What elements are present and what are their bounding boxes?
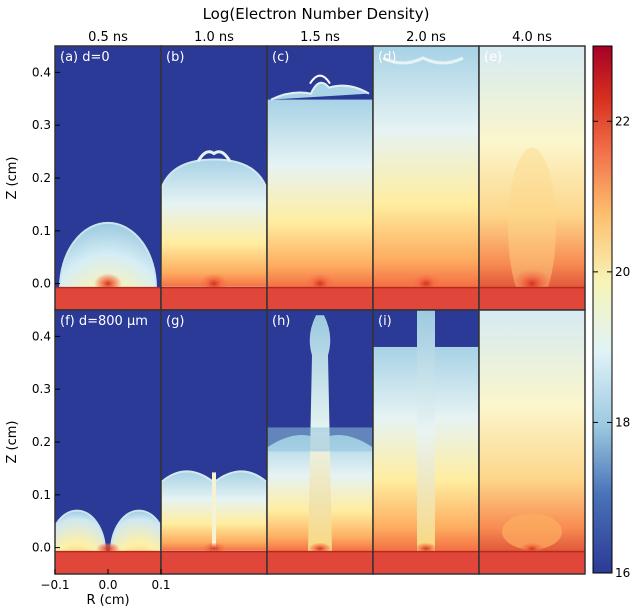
panel: (c) [266, 45, 374, 311]
instability-cap [382, 56, 464, 65]
y-axis-label: Z (cm) [5, 157, 20, 200]
panel-label: (g) [166, 314, 184, 329]
plasma-plume [479, 310, 585, 552]
colorbar-tick-label: 20 [615, 265, 630, 279]
panel: (b) [160, 45, 268, 311]
panel: (h) [266, 309, 374, 575]
time-label: 1.0 ns [194, 30, 234, 45]
panel-content [161, 46, 267, 310]
figure-title: Log(Electron Number Density) [203, 5, 430, 23]
y-axis-label: Z (cm) [5, 421, 20, 464]
time-label: 0.5 ns [88, 30, 128, 45]
x-axis-label: R (cm) [86, 593, 129, 608]
plume-core [502, 513, 562, 550]
central-jet [417, 310, 435, 552]
y-tick-label: 0.3 [32, 382, 51, 396]
y-tick-label: 0.0 [32, 277, 51, 291]
panel: (i) [372, 309, 480, 575]
panel: (e) [478, 45, 586, 311]
panel: (f) d=800 μm [54, 309, 162, 575]
y-tick-label: 0.2 [32, 171, 51, 185]
panel: (a) d=0 [54, 45, 162, 311]
panel-label: (i) [378, 314, 392, 329]
plume-core [508, 147, 556, 308]
y-tick-label: 0.4 [32, 65, 51, 79]
shock-layer [267, 427, 373, 452]
panel-content [55, 310, 161, 574]
panel-label: (b) [166, 50, 184, 65]
panel-content [267, 46, 373, 310]
panel-content [373, 46, 479, 310]
colorbar-gradient [592, 45, 613, 574]
target-slab [161, 287, 267, 310]
panel-content [161, 310, 267, 574]
panel-content [55, 46, 161, 310]
target-slab [161, 551, 267, 574]
panel-content [479, 46, 585, 310]
panel [478, 309, 586, 575]
time-labels: 0.5 ns 1.0 ns 1.5 ns 2.0 ns 4.0 ns [88, 30, 552, 45]
colorbar-tick-label: 16 [615, 566, 630, 580]
y-axis: 0.4 0.3 0.2 0.1 0.0 Z (cm) 0.4 0.3 0.2 0.1 0.0 Z (c… [5, 65, 60, 555]
panel-label: (d) [378, 50, 396, 65]
panel-frame [478, 309, 586, 575]
colorbar: 22 20 18 16 [592, 45, 630, 580]
panel-label: (e) [484, 50, 502, 65]
time-label: 2.0 ns [406, 30, 446, 45]
y-tick-label: 0.3 [32, 118, 51, 132]
instability-cap [270, 81, 370, 101]
colorbar-tick-label: 18 [615, 415, 630, 429]
target-slab [55, 287, 161, 310]
central-jet [212, 472, 216, 552]
panel-label: (a) d=0 [60, 50, 110, 65]
y-tick-label: 0.1 [32, 224, 51, 238]
time-label: 1.5 ns [300, 30, 340, 45]
panel-content [267, 310, 373, 574]
x-tick-label: 0.0 [98, 578, 117, 592]
colorbar-tick-label: 22 [615, 114, 630, 128]
panel-label: (h) [272, 314, 290, 329]
plasma-plume [479, 46, 585, 288]
y-tick-label: 0.4 [32, 329, 51, 343]
panel-label: (c) [272, 50, 289, 65]
panel-content [373, 310, 479, 574]
instability-cap [196, 150, 232, 163]
panel-content [479, 310, 585, 574]
target-slab [373, 287, 479, 310]
target-slab [267, 551, 373, 574]
panel-label: (f) d=800 μm [60, 314, 148, 329]
panel: (g) [160, 309, 268, 575]
y-tick-label: 0.0 [32, 541, 51, 555]
target-slab [55, 551, 161, 574]
instability-cap [309, 74, 331, 85]
x-tick-label: 0.1 [151, 578, 170, 592]
target-slab [373, 551, 479, 574]
x-tick-label: −0.1 [40, 578, 69, 592]
panel-grid: (a) d=0 (b) (c) (d) (e) (f) d=800 μm (g) (h) (i) [54, 45, 586, 575]
time-label: 4.0 ns [512, 30, 552, 45]
x-axis: −0.1 0.0 0.1 R (cm) [40, 569, 171, 608]
y-tick-label: 0.1 [32, 488, 51, 502]
target-slab [267, 287, 373, 310]
plasma-plume [161, 158, 267, 289]
panel: (d) [372, 45, 480, 311]
y-tick-label: 0.2 [32, 435, 51, 449]
target-slab [479, 287, 585, 310]
plasma-plume [267, 99, 373, 288]
plasma-plume [373, 46, 479, 288]
target-slab [479, 551, 585, 574]
